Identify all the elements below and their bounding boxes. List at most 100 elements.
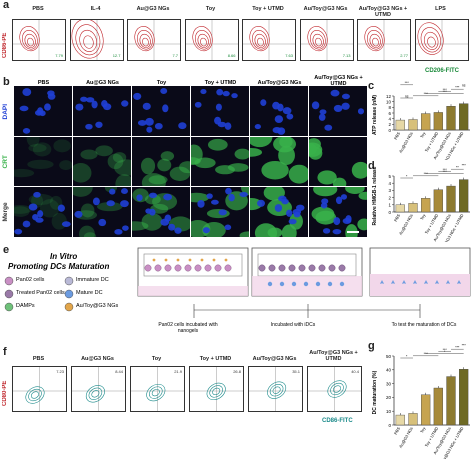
contour-ring (134, 26, 155, 52)
y-tick-label: 0 (388, 128, 391, 133)
pan02-cell (174, 264, 182, 272)
flow-plot: 7.13 (299, 19, 354, 61)
flow-plot: 26.8 (189, 366, 244, 412)
flow-quadrant-value: 7.13 (342, 53, 351, 58)
nucleus (120, 200, 129, 208)
nucleus (32, 213, 39, 221)
contour-ring (366, 29, 383, 50)
x-tick-label: PBS (393, 213, 401, 223)
panel-f-y-axis-label: CD80-PE (2, 380, 8, 406)
nucleus (22, 220, 31, 228)
crt-signal (234, 148, 249, 160)
x-tick-label: Toy (419, 426, 426, 434)
contour-ring (151, 388, 160, 397)
legend-swatch (4, 289, 14, 299)
significance-label: *** (443, 90, 448, 94)
nucleus (277, 127, 286, 135)
crt-signal (351, 161, 367, 179)
micrograph-svg (311, 187, 367, 237)
micrograph-column-title: Toy + UTMD (204, 80, 237, 86)
crt-signal (140, 157, 156, 174)
flow-contour (128, 20, 180, 60)
x-tick-label: PBS (393, 426, 401, 436)
nucleus (322, 228, 331, 234)
nucleus (162, 104, 169, 113)
significance-label: ns (462, 83, 466, 87)
nucleus (194, 101, 202, 108)
contour-ring (423, 31, 438, 50)
significance-label: *** (455, 346, 460, 350)
treated-cell (338, 264, 346, 272)
bar (446, 376, 456, 426)
step1-caption: Pan02 cells incubated with nanogels (158, 322, 218, 334)
bar (395, 414, 405, 426)
micrograph-svg (132, 188, 190, 234)
nucleus (145, 117, 154, 126)
nanogel (152, 258, 156, 262)
nucleus (47, 93, 56, 100)
significance-label: *** (424, 172, 429, 176)
contour-ring (269, 384, 284, 397)
y-tick-label: 30 (386, 381, 392, 386)
nucleus (357, 108, 365, 115)
mature-dc (457, 280, 461, 284)
dc-cell (327, 281, 333, 287)
legend-label: Immature DC (76, 277, 109, 283)
contour-ring (82, 35, 94, 49)
contour-ring (254, 33, 266, 48)
nucleus (163, 193, 172, 201)
nucleus (282, 107, 292, 115)
flow-quadrant-value: 7.79 (55, 53, 63, 58)
crt-signal (332, 177, 347, 186)
flow-plot-title: Toy (151, 356, 162, 362)
contour-ring (267, 381, 287, 399)
significance-label: ** (456, 166, 459, 170)
nanogel (200, 258, 204, 262)
contour-ring (146, 383, 166, 402)
legend-label: Mature DC (76, 290, 103, 296)
bar (421, 198, 431, 213)
significance-label: *** (462, 163, 467, 167)
treated-cell (268, 264, 276, 272)
contour-ring (24, 33, 36, 48)
y-tick-label: 2 (388, 122, 391, 127)
nucleus (160, 87, 168, 95)
flow-plot-title: Au/Toy@G3 NGs (252, 356, 297, 362)
crt-signal (53, 138, 71, 152)
flow-quadrant-value: 26.8 (233, 369, 241, 374)
micrograph-svg (73, 144, 131, 186)
micrograph-image (309, 86, 367, 136)
bar (446, 185, 456, 213)
crt-signal (27, 159, 54, 169)
bar (395, 204, 405, 213)
nucleus (168, 223, 176, 231)
crt-signal (26, 136, 40, 147)
nucleus (231, 93, 238, 99)
nucleus (319, 109, 327, 115)
nucleus (154, 122, 163, 130)
crt-signal (80, 203, 95, 218)
flow-contour (415, 20, 468, 60)
micrograph-svg (194, 88, 238, 130)
contour-ring (142, 37, 149, 47)
flow-quadrant-value: 8.44 (115, 369, 123, 374)
flow-plot-title: Toy + UTMD (252, 6, 284, 12)
panel-a-y-axis-label: CD86-PE (2, 32, 8, 58)
contour-ring (364, 26, 385, 52)
crt-signal (148, 174, 168, 184)
significance-label: * (406, 354, 408, 358)
micrograph-svg (250, 136, 308, 184)
significance-label: * (406, 174, 408, 178)
y-axis-title: ATP release (nM) (372, 95, 378, 135)
crt-signal (112, 151, 127, 163)
crt-signal (281, 224, 297, 237)
y-tick-label: 40 (386, 368, 392, 373)
nucleus (145, 208, 152, 214)
flow-quadrant-value: 7.23 (56, 369, 64, 374)
micrograph-image (191, 187, 249, 237)
flow-contour (72, 367, 125, 411)
flow-plot-title: PBS (32, 356, 45, 362)
mature-dc (380, 280, 384, 284)
